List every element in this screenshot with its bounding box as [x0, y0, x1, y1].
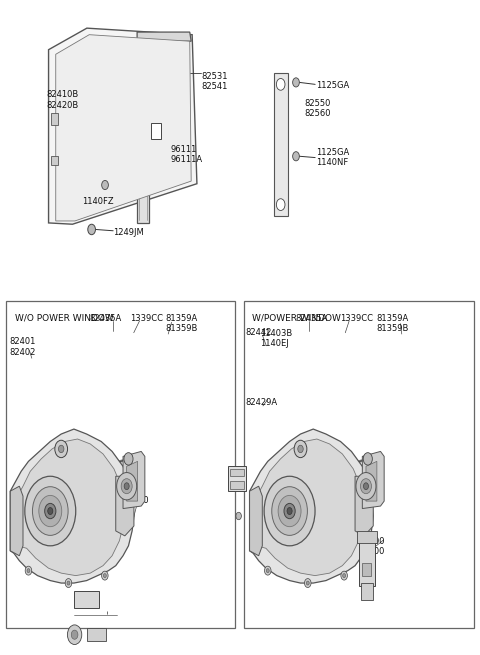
Text: 96111
96111A: 96111 96111A: [170, 145, 203, 164]
Polygon shape: [250, 486, 262, 555]
Bar: [74, 591, 99, 608]
Text: 82550
82560: 82550 82560: [305, 99, 331, 119]
Polygon shape: [10, 429, 134, 583]
Polygon shape: [56, 35, 191, 221]
Circle shape: [124, 453, 133, 465]
Text: 82630: 82630: [123, 496, 149, 505]
Text: 1339CC: 1339CC: [340, 314, 373, 323]
Bar: [359, 541, 375, 586]
Circle shape: [25, 476, 76, 546]
Text: 1125GA
1140NF: 1125GA 1140NF: [317, 148, 350, 167]
Circle shape: [293, 152, 300, 161]
Text: 1249JM: 1249JM: [113, 228, 144, 237]
Circle shape: [102, 180, 108, 189]
Text: 1339CC: 1339CC: [130, 314, 163, 323]
Circle shape: [276, 79, 285, 90]
Circle shape: [124, 483, 129, 489]
Text: 82435A: 82435A: [89, 314, 121, 323]
Polygon shape: [137, 32, 191, 43]
Bar: [228, 466, 246, 491]
Text: 81359A
81359B: 81359A 81359B: [166, 314, 198, 333]
Bar: [357, 531, 377, 543]
Circle shape: [67, 581, 70, 585]
Polygon shape: [250, 429, 373, 583]
Circle shape: [356, 472, 376, 500]
Polygon shape: [116, 476, 134, 536]
Text: 98800
98900: 98800 98900: [359, 536, 385, 556]
Text: 82442: 82442: [246, 328, 272, 337]
Polygon shape: [362, 451, 384, 508]
Circle shape: [294, 440, 307, 458]
Circle shape: [264, 566, 271, 575]
Polygon shape: [366, 461, 377, 501]
Circle shape: [266, 569, 269, 572]
Circle shape: [48, 508, 53, 515]
Polygon shape: [123, 451, 145, 508]
Text: 1140FZ: 1140FZ: [82, 197, 114, 206]
Circle shape: [264, 476, 315, 546]
Bar: [274, 73, 288, 216]
Circle shape: [88, 224, 96, 234]
Circle shape: [65, 578, 72, 588]
Circle shape: [71, 630, 78, 639]
Polygon shape: [137, 40, 149, 223]
Circle shape: [293, 78, 300, 87]
Text: 1125GA: 1125GA: [317, 81, 350, 90]
Text: 82643B
82641: 82643B 82641: [63, 529, 96, 548]
Circle shape: [276, 198, 285, 210]
Circle shape: [67, 625, 82, 645]
Polygon shape: [127, 461, 138, 501]
Text: W/POWER WINDOW: W/POWER WINDOW: [252, 313, 341, 322]
Circle shape: [363, 483, 369, 489]
Circle shape: [33, 487, 68, 535]
Bar: [360, 583, 373, 601]
Circle shape: [103, 574, 106, 578]
Circle shape: [59, 445, 64, 453]
Text: 11403B
1140EJ: 11403B 1140EJ: [260, 329, 292, 348]
Text: 82410B
82420B: 82410B 82420B: [46, 90, 78, 110]
Polygon shape: [355, 476, 373, 536]
Circle shape: [45, 504, 56, 519]
Circle shape: [343, 574, 346, 578]
Bar: [51, 157, 58, 166]
Bar: [6, 301, 235, 628]
Circle shape: [121, 479, 132, 494]
Bar: [362, 563, 372, 576]
Text: W/O POWER WINDOW: W/O POWER WINDOW: [15, 313, 114, 322]
Bar: [244, 301, 474, 628]
Text: 82435A: 82435A: [295, 314, 327, 323]
Text: 82531
82541: 82531 82541: [202, 72, 228, 92]
Bar: [51, 113, 58, 125]
Circle shape: [341, 571, 348, 580]
Bar: [86, 628, 106, 641]
Text: 82429A: 82429A: [246, 398, 278, 407]
Circle shape: [278, 495, 301, 527]
Circle shape: [360, 479, 372, 494]
Circle shape: [236, 512, 241, 519]
Circle shape: [27, 569, 30, 572]
Polygon shape: [48, 28, 197, 224]
Bar: [229, 481, 244, 489]
Circle shape: [272, 487, 307, 535]
Bar: [229, 469, 244, 476]
Circle shape: [39, 495, 62, 527]
Circle shape: [304, 578, 311, 588]
Polygon shape: [257, 439, 364, 576]
Circle shape: [363, 453, 372, 465]
Circle shape: [298, 445, 303, 453]
Circle shape: [25, 566, 32, 575]
Polygon shape: [18, 439, 125, 576]
Text: 81359A
81359B: 81359A 81359B: [376, 314, 409, 333]
Bar: [152, 123, 161, 140]
Circle shape: [287, 508, 292, 515]
Circle shape: [102, 571, 108, 580]
Circle shape: [117, 472, 137, 500]
Text: 82403
82404: 82403 82404: [287, 526, 313, 545]
Circle shape: [55, 440, 68, 458]
Text: 82401
82402: 82401 82402: [9, 337, 36, 357]
Polygon shape: [10, 486, 23, 555]
Circle shape: [306, 581, 309, 585]
Circle shape: [284, 504, 295, 519]
